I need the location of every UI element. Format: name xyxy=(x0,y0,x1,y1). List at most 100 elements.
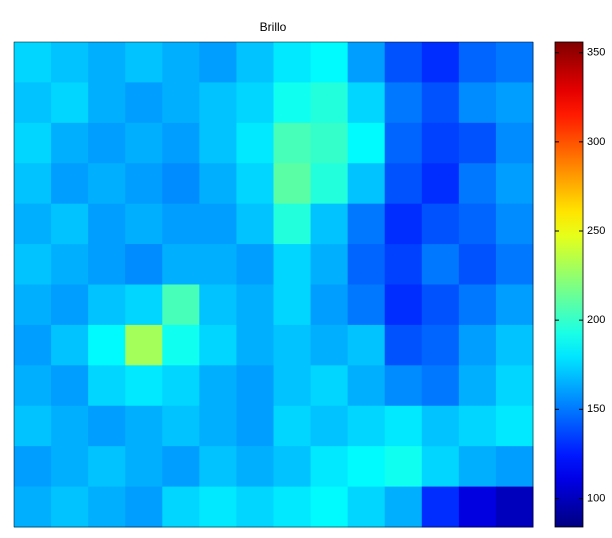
heatmap-cell xyxy=(310,365,349,407)
heatmap-cell xyxy=(273,486,312,528)
heatmap-cell xyxy=(162,82,200,124)
heatmap-cell xyxy=(162,284,200,326)
heatmap-cell xyxy=(495,203,534,245)
heatmap-cell xyxy=(458,405,497,447)
heatmap-cell xyxy=(51,82,89,124)
heatmap-cell xyxy=(14,163,52,205)
heatmap-cell xyxy=(125,324,163,366)
heatmap-cell xyxy=(347,163,386,205)
heatmap-cell xyxy=(125,446,163,488)
heatmap-cell xyxy=(14,82,52,124)
heatmap-cell xyxy=(236,203,274,245)
heatmap-cell xyxy=(14,324,52,366)
heatmap-cell xyxy=(421,446,460,488)
heatmap-cell xyxy=(384,486,423,528)
heatmap-cell xyxy=(162,365,200,407)
heatmap-cell xyxy=(125,122,163,164)
heatmap-cell xyxy=(495,324,534,366)
heatmap-cell xyxy=(384,365,423,407)
heatmap-cell xyxy=(458,365,497,407)
heatmap-cell xyxy=(162,324,200,366)
heatmap-cell xyxy=(162,163,200,205)
heatmap-cell xyxy=(273,42,312,83)
heatmap-cell xyxy=(199,122,237,164)
heatmap-cell xyxy=(236,486,274,528)
heatmap-cell xyxy=(125,203,163,245)
heatmap-cell xyxy=(51,486,89,528)
heatmap-cell xyxy=(125,365,163,407)
heatmap-cell xyxy=(384,405,423,447)
heatmap-cell xyxy=(458,244,497,285)
heatmap-cell xyxy=(458,203,497,245)
heatmap-cell xyxy=(421,405,460,447)
heatmap-cell xyxy=(236,446,274,488)
heatmap-cell xyxy=(347,42,386,83)
heatmap-cell xyxy=(458,284,497,326)
heatmap-cell xyxy=(125,82,163,124)
heatmap-cell xyxy=(421,163,460,205)
heatmap-cell xyxy=(421,324,460,366)
heatmap-cell xyxy=(347,405,386,447)
heatmap-cell xyxy=(273,365,312,407)
heatmap-cell xyxy=(310,42,349,83)
heatmap-cell xyxy=(51,244,89,285)
heatmap-cell xyxy=(347,365,386,407)
heatmap-cell xyxy=(458,122,497,164)
heatmap-cell xyxy=(310,486,349,528)
heatmap-cell xyxy=(236,405,274,447)
heatmap-cell xyxy=(236,163,274,205)
heatmap-cell xyxy=(162,405,200,447)
heatmap-cell xyxy=(51,446,89,488)
heatmap-cell xyxy=(125,486,163,528)
heatmap-cell xyxy=(236,122,274,164)
heatmap-cell xyxy=(384,446,423,488)
heatmap-cell xyxy=(273,122,312,164)
heatmap-cell xyxy=(162,486,200,528)
heatmap-cell xyxy=(347,486,386,528)
heatmap-cell xyxy=(458,82,497,124)
heatmap-cell xyxy=(125,244,163,285)
heatmap-cell xyxy=(421,284,460,326)
heatmap-cell xyxy=(421,42,460,83)
heatmap-cell xyxy=(51,203,89,245)
heatmap-cell xyxy=(88,324,126,366)
heatmap-cell xyxy=(310,122,349,164)
heatmap-cell xyxy=(236,324,274,366)
heatmap-cell xyxy=(458,163,497,205)
heatmap-cell xyxy=(125,163,163,205)
heatmap-cell xyxy=(14,365,52,407)
heatmap-cell xyxy=(495,122,534,164)
heatmap-cell xyxy=(88,365,126,407)
heatmap-cell xyxy=(384,122,423,164)
heatmap-cell xyxy=(125,405,163,447)
heatmap-cell xyxy=(14,122,52,164)
colorbar xyxy=(554,41,584,528)
heatmap-cell xyxy=(125,42,163,83)
heatmap-cell xyxy=(421,203,460,245)
heatmap-cell xyxy=(88,446,126,488)
heatmap-cell xyxy=(14,203,52,245)
colorbar-tick-label: 200 xyxy=(587,314,605,326)
heatmap-cell xyxy=(14,42,52,83)
heatmap-cell xyxy=(347,122,386,164)
heatmap-cell xyxy=(421,486,460,528)
heatmap-cell xyxy=(14,244,52,285)
heatmap-cell xyxy=(199,203,237,245)
colorbar-tick-label: 150 xyxy=(587,403,605,415)
heatmap-cell xyxy=(88,284,126,326)
heatmap-cell xyxy=(421,244,460,285)
heatmap-cell xyxy=(347,324,386,366)
heatmap-cell xyxy=(14,486,52,528)
heatmap-cell xyxy=(14,405,52,447)
heatmap-cell xyxy=(421,82,460,124)
heatmap-cell xyxy=(162,203,200,245)
heatmap-cell xyxy=(347,446,386,488)
heatmap-cell xyxy=(273,405,312,447)
heatmap-cell xyxy=(88,244,126,285)
heatmap-cell xyxy=(458,42,497,83)
heatmap-cell xyxy=(88,405,126,447)
heatmap-cell xyxy=(310,203,349,245)
heatmap-cell xyxy=(51,405,89,447)
heatmap-cell xyxy=(347,284,386,326)
